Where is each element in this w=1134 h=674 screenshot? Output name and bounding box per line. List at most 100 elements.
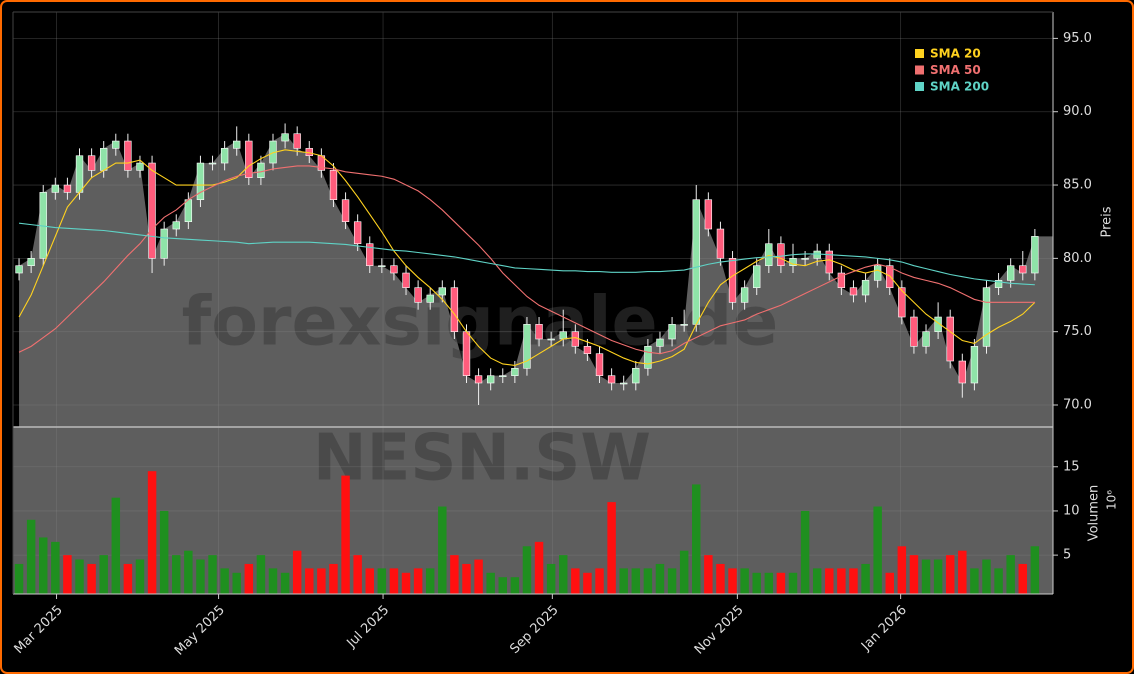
- candle-body: [63, 184, 72, 193]
- volume-bar: [39, 537, 48, 594]
- legend-label: SMA 50: [930, 63, 981, 77]
- candle-body: [644, 346, 652, 369]
- volume-bar: [135, 559, 145, 594]
- volume-bar: [716, 563, 725, 594]
- volume-bar: [643, 568, 653, 594]
- volume-bar: [184, 550, 193, 594]
- candle-body: [172, 221, 180, 230]
- volume-bar: [14, 563, 24, 594]
- volume-bar: [438, 506, 447, 594]
- volume-bar: [159, 510, 169, 594]
- sma-line: [18, 222, 1035, 286]
- volume-bar: [571, 568, 580, 594]
- candle-body: [753, 265, 761, 288]
- volume-bar: [631, 568, 641, 594]
- volume-bar: [559, 555, 568, 594]
- candle-body: [450, 287, 459, 332]
- volume-bar: [921, 559, 931, 594]
- candle-body: [426, 294, 434, 303]
- candle-body: [474, 375, 483, 384]
- volume-bar: [196, 559, 205, 594]
- volume-bar: [486, 572, 495, 594]
- y-tick-label: 80.0: [1063, 251, 1092, 266]
- candle-body: [414, 287, 422, 303]
- watermark: forexsignale.de: [182, 283, 779, 362]
- volume-bar: [909, 555, 919, 594]
- candle-body: [329, 170, 338, 201]
- candle-body: [100, 148, 108, 171]
- candle-body: [1019, 265, 1027, 274]
- volume-bar: [51, 541, 60, 594]
- volume-bar: [474, 559, 483, 594]
- y-tick-label: 95.0: [1063, 31, 1092, 46]
- legend-swatch: [915, 82, 924, 91]
- candle-body: [946, 316, 954, 362]
- candle-body: [353, 221, 362, 244]
- volume-bar: [1030, 546, 1040, 594]
- y-tick-label: 15: [1063, 459, 1080, 474]
- volume-bar: [413, 568, 423, 594]
- volume-bar: [873, 506, 882, 594]
- candle-body: [680, 324, 688, 326]
- candle-body: [825, 250, 833, 274]
- y-tick-label: 75.0: [1063, 324, 1092, 339]
- volume-bar: [752, 572, 761, 594]
- volume-bar: [812, 568, 822, 594]
- candle-body: [136, 162, 144, 171]
- candle-body: [220, 148, 229, 164]
- candle-body: [1006, 265, 1015, 281]
- offset-label: 10⁶: [1105, 490, 1119, 510]
- volume-bar: [305, 568, 314, 594]
- candle-body: [922, 331, 930, 347]
- volume-bar: [63, 555, 72, 594]
- volume-bar: [788, 572, 798, 594]
- y-tick-label: 5: [1063, 548, 1071, 563]
- volume-bar: [1018, 563, 1027, 594]
- candle-body: [486, 375, 495, 384]
- volume-bar: [99, 555, 108, 594]
- volume-bar: [462, 563, 471, 594]
- volume-bar: [885, 572, 894, 594]
- candle-body: [523, 324, 531, 369]
- volume-bar: [498, 577, 507, 594]
- volume-bar: [945, 555, 955, 594]
- candle-body: [898, 287, 906, 318]
- volume-bar: [450, 555, 459, 594]
- candle-body: [934, 316, 942, 332]
- volume-bar: [280, 572, 290, 594]
- candle-body: [837, 272, 846, 288]
- volume-bar: [353, 555, 362, 594]
- volume-bar: [704, 555, 713, 594]
- candle-body: [160, 228, 168, 259]
- volume-bar: [740, 568, 749, 594]
- candle-body: [559, 331, 567, 340]
- volume-bar: [401, 572, 411, 594]
- volume-bar: [26, 519, 36, 594]
- candle-body: [849, 287, 858, 296]
- volume-bar: [425, 568, 435, 594]
- candle-body: [607, 375, 616, 384]
- y-tick-label: 85.0: [1063, 178, 1092, 193]
- volume-bar: [1006, 555, 1015, 594]
- candle-body: [438, 287, 446, 296]
- candle-body: [208, 162, 217, 165]
- candle-body: [124, 140, 132, 171]
- candle-body: [910, 316, 918, 347]
- candle-body: [27, 258, 35, 266]
- candle-body: [583, 346, 592, 354]
- volume-bar: [365, 568, 374, 594]
- candle-body: [765, 243, 773, 266]
- sma-line: [18, 165, 1035, 355]
- legend-swatch: [915, 65, 924, 75]
- candle-body: [148, 162, 156, 259]
- volume-bar: [800, 510, 810, 594]
- volume-bar: [825, 568, 834, 594]
- candle-body: [390, 265, 398, 274]
- volume-bar: [667, 568, 677, 594]
- volume-bar: [837, 568, 846, 594]
- candle-body: [982, 287, 991, 347]
- candle-body: [801, 258, 809, 260]
- volume-bar: [776, 572, 786, 594]
